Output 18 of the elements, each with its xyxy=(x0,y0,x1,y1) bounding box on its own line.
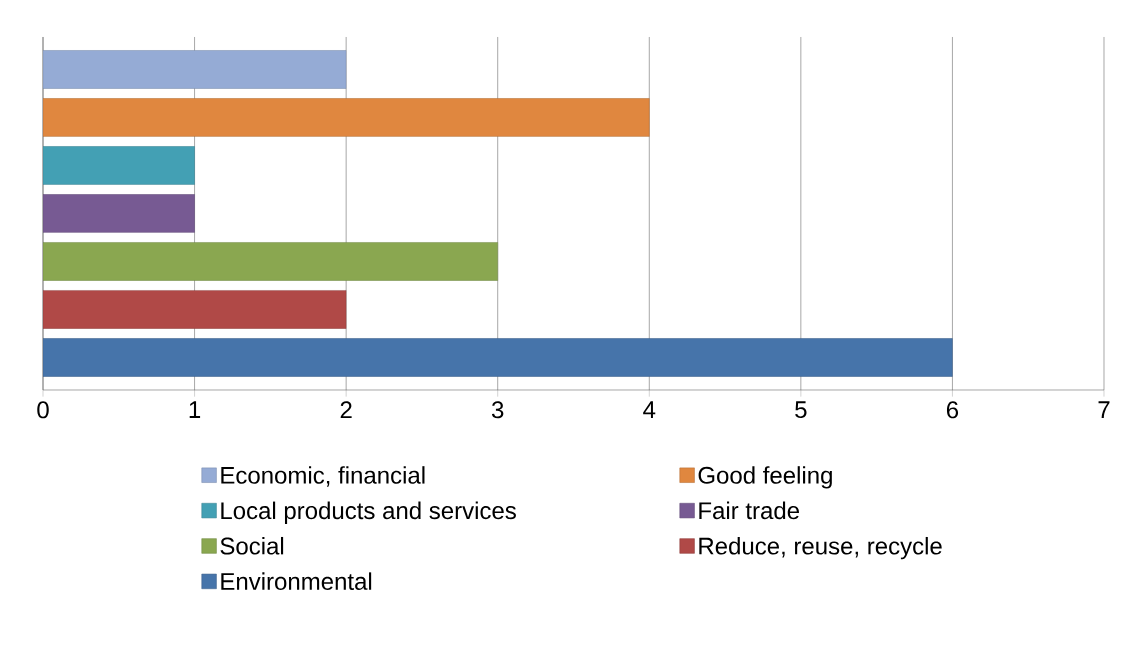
legend-label: Fair trade xyxy=(699,501,799,520)
legend-label: Social xyxy=(220,536,284,555)
x-tick-label: 5 xyxy=(795,401,807,419)
x-tick-label: 7 xyxy=(1098,401,1110,418)
x-tick-label: 1 xyxy=(189,401,201,418)
x-tick-label: 4 xyxy=(643,401,656,418)
legend-label: Local products and services xyxy=(221,501,516,524)
bar xyxy=(43,194,195,233)
x-tick-label: 0 xyxy=(37,401,49,419)
x-tick-label: 3 xyxy=(491,401,504,419)
legend-label: Economic, financial xyxy=(221,466,425,487)
bar xyxy=(43,50,347,89)
x-tick-label: 6 xyxy=(946,401,959,419)
bar xyxy=(43,338,953,377)
legend-label: Good feeling xyxy=(698,466,832,489)
legend-label: Reduce, reuse, recycle xyxy=(699,536,942,560)
x-tick-label: 2 xyxy=(340,401,352,419)
legend-label: Environmental xyxy=(221,572,372,590)
